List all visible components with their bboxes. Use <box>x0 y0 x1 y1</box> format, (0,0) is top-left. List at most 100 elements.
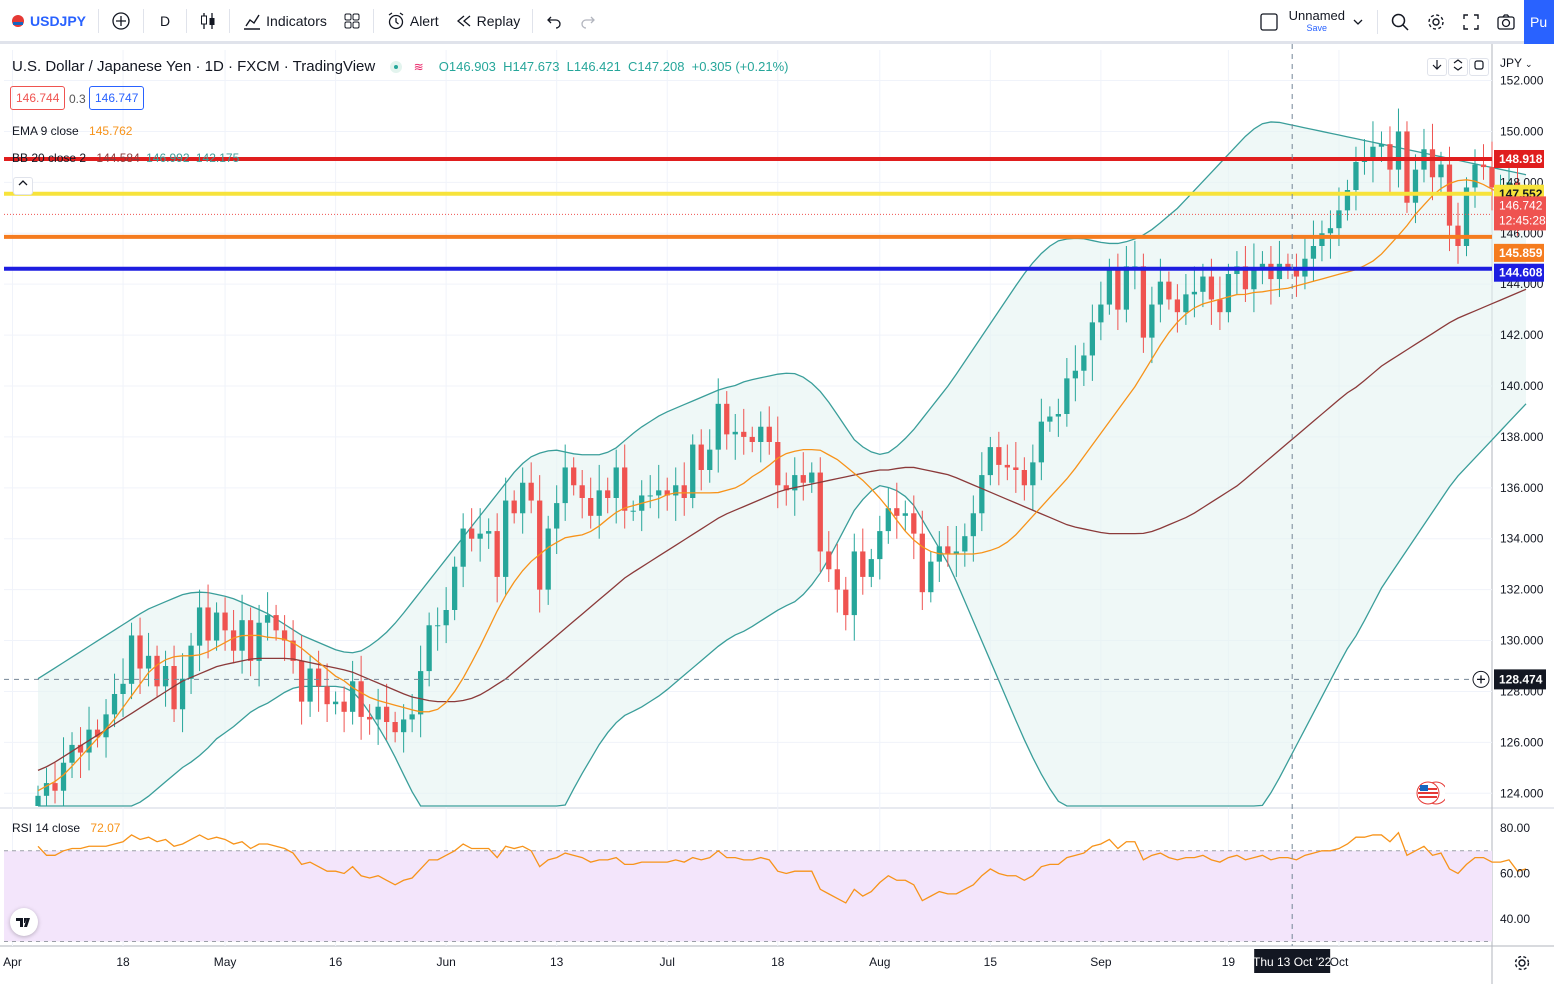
candle-body[interactable] <box>1242 266 1249 290</box>
candle-body[interactable] <box>307 668 313 702</box>
candle-body[interactable] <box>1200 276 1206 292</box>
candle-body[interactable] <box>724 403 730 435</box>
candle-body[interactable] <box>435 625 441 627</box>
candle-body[interactable] <box>962 536 968 552</box>
redo-button[interactable] <box>571 0 605 43</box>
candle-body[interactable] <box>171 666 177 710</box>
candle-body[interactable] <box>630 510 636 512</box>
candle-body[interactable] <box>749 436 755 442</box>
chart-settings-button[interactable] <box>1512 953 1532 973</box>
candle-body[interactable] <box>1174 299 1181 313</box>
candle-body[interactable] <box>1276 263 1283 280</box>
search-button[interactable] <box>1382 0 1418 44</box>
candle-body[interactable] <box>298 660 305 702</box>
price-line-label-bg[interactable] <box>1494 263 1544 282</box>
candle-body[interactable] <box>664 490 670 496</box>
candle-body[interactable] <box>111 694 118 715</box>
tradingview-logo[interactable] <box>10 908 38 936</box>
templates-button[interactable] <box>335 0 369 43</box>
candle-body[interactable] <box>162 666 169 687</box>
delayed-icon[interactable]: ≋ <box>413 60 424 74</box>
candle-body[interactable] <box>409 714 415 720</box>
candle-body[interactable] <box>103 714 109 738</box>
candle-body[interactable] <box>196 607 203 646</box>
chart-type-button[interactable] <box>191 0 225 43</box>
candle-body[interactable] <box>1251 268 1257 290</box>
candle-body[interactable] <box>94 729 101 738</box>
settings-button[interactable] <box>1418 0 1454 44</box>
candle-body[interactable] <box>1166 281 1172 300</box>
candle-body[interactable] <box>613 467 619 498</box>
candle-body[interactable] <box>690 444 696 498</box>
candle-body[interactable] <box>1072 370 1078 379</box>
candle-body[interactable] <box>256 622 262 661</box>
candle-body[interactable] <box>392 722 398 733</box>
maximize-pane-button[interactable] <box>1448 58 1468 76</box>
candle-body[interactable] <box>877 531 883 560</box>
compare-button[interactable] <box>103 0 139 43</box>
candle-body[interactable] <box>911 513 917 534</box>
candle-body[interactable] <box>452 566 458 610</box>
candle-body[interactable] <box>783 485 789 491</box>
candle-body[interactable] <box>817 472 823 552</box>
candle-body[interactable] <box>715 403 721 450</box>
candle-body[interactable] <box>1081 355 1087 371</box>
fullscreen-button[interactable] <box>1454 0 1488 44</box>
candle-body[interactable] <box>1319 233 1325 246</box>
candle-body[interactable] <box>681 485 687 498</box>
candle-body[interactable] <box>1463 187 1470 246</box>
candle-body[interactable] <box>332 701 339 705</box>
candle-body[interactable] <box>1098 304 1104 323</box>
candle-body[interactable] <box>1123 266 1130 310</box>
candle-body[interactable] <box>987 447 993 476</box>
candle-body[interactable] <box>443 610 449 626</box>
candle-body[interactable] <box>732 431 738 435</box>
candle-body[interactable] <box>1030 462 1036 486</box>
candle-body[interactable] <box>520 482 526 514</box>
candle-body[interactable] <box>137 635 143 669</box>
scroll-down-button[interactable] <box>1427 58 1447 76</box>
candle-body[interactable] <box>996 447 1002 465</box>
candle-body[interactable] <box>511 500 517 514</box>
candle-body[interactable] <box>698 444 704 470</box>
candle-body[interactable] <box>1004 464 1010 468</box>
candle-body[interactable] <box>809 472 815 483</box>
candle-body[interactable] <box>1310 246 1317 259</box>
candle-body[interactable] <box>792 475 798 491</box>
candle-body[interactable] <box>1293 268 1300 277</box>
candle-body[interactable] <box>418 671 424 715</box>
snapshot-button[interactable] <box>1488 0 1524 44</box>
candle-body[interactable] <box>213 612 220 641</box>
candle-body[interactable] <box>315 668 322 687</box>
candle-body[interactable] <box>1387 144 1393 170</box>
candle-body[interactable] <box>766 426 772 442</box>
candle-body[interactable] <box>851 551 857 616</box>
candle-body[interactable] <box>545 528 551 590</box>
candle-body[interactable] <box>341 701 347 712</box>
candle-body[interactable] <box>902 513 908 516</box>
symbol-title[interactable]: U.S. Dollar / Japanese Yen · 1D · FXCM ·… <box>12 58 376 75</box>
candle-body[interactable] <box>979 475 985 514</box>
candle-body[interactable] <box>503 500 509 577</box>
candle-body[interactable] <box>1183 294 1189 313</box>
candle-body[interactable] <box>52 783 58 791</box>
candle-body[interactable] <box>673 485 679 496</box>
candle-body[interactable] <box>656 490 662 496</box>
candle-body[interactable] <box>885 508 891 532</box>
candle-body[interactable] <box>1021 470 1027 486</box>
candle-body[interactable] <box>1106 268 1113 305</box>
candle-body[interactable] <box>1395 131 1402 170</box>
candle-body[interactable] <box>1115 268 1121 310</box>
candle-body[interactable] <box>707 449 713 470</box>
currency-button[interactable]: JPY ⌄ <box>1500 56 1536 70</box>
candle-body[interactable] <box>154 655 160 687</box>
candle-body[interactable] <box>537 500 543 590</box>
candle-body[interactable] <box>1327 228 1334 234</box>
candle-body[interactable] <box>758 426 764 442</box>
candle-body[interactable] <box>1353 162 1359 190</box>
candle-body[interactable] <box>1336 210 1342 229</box>
candle-body[interactable] <box>1429 149 1436 178</box>
candle-body[interactable] <box>1268 263 1274 280</box>
candle-body[interactable] <box>1157 281 1164 305</box>
candle-body[interactable] <box>273 615 279 631</box>
